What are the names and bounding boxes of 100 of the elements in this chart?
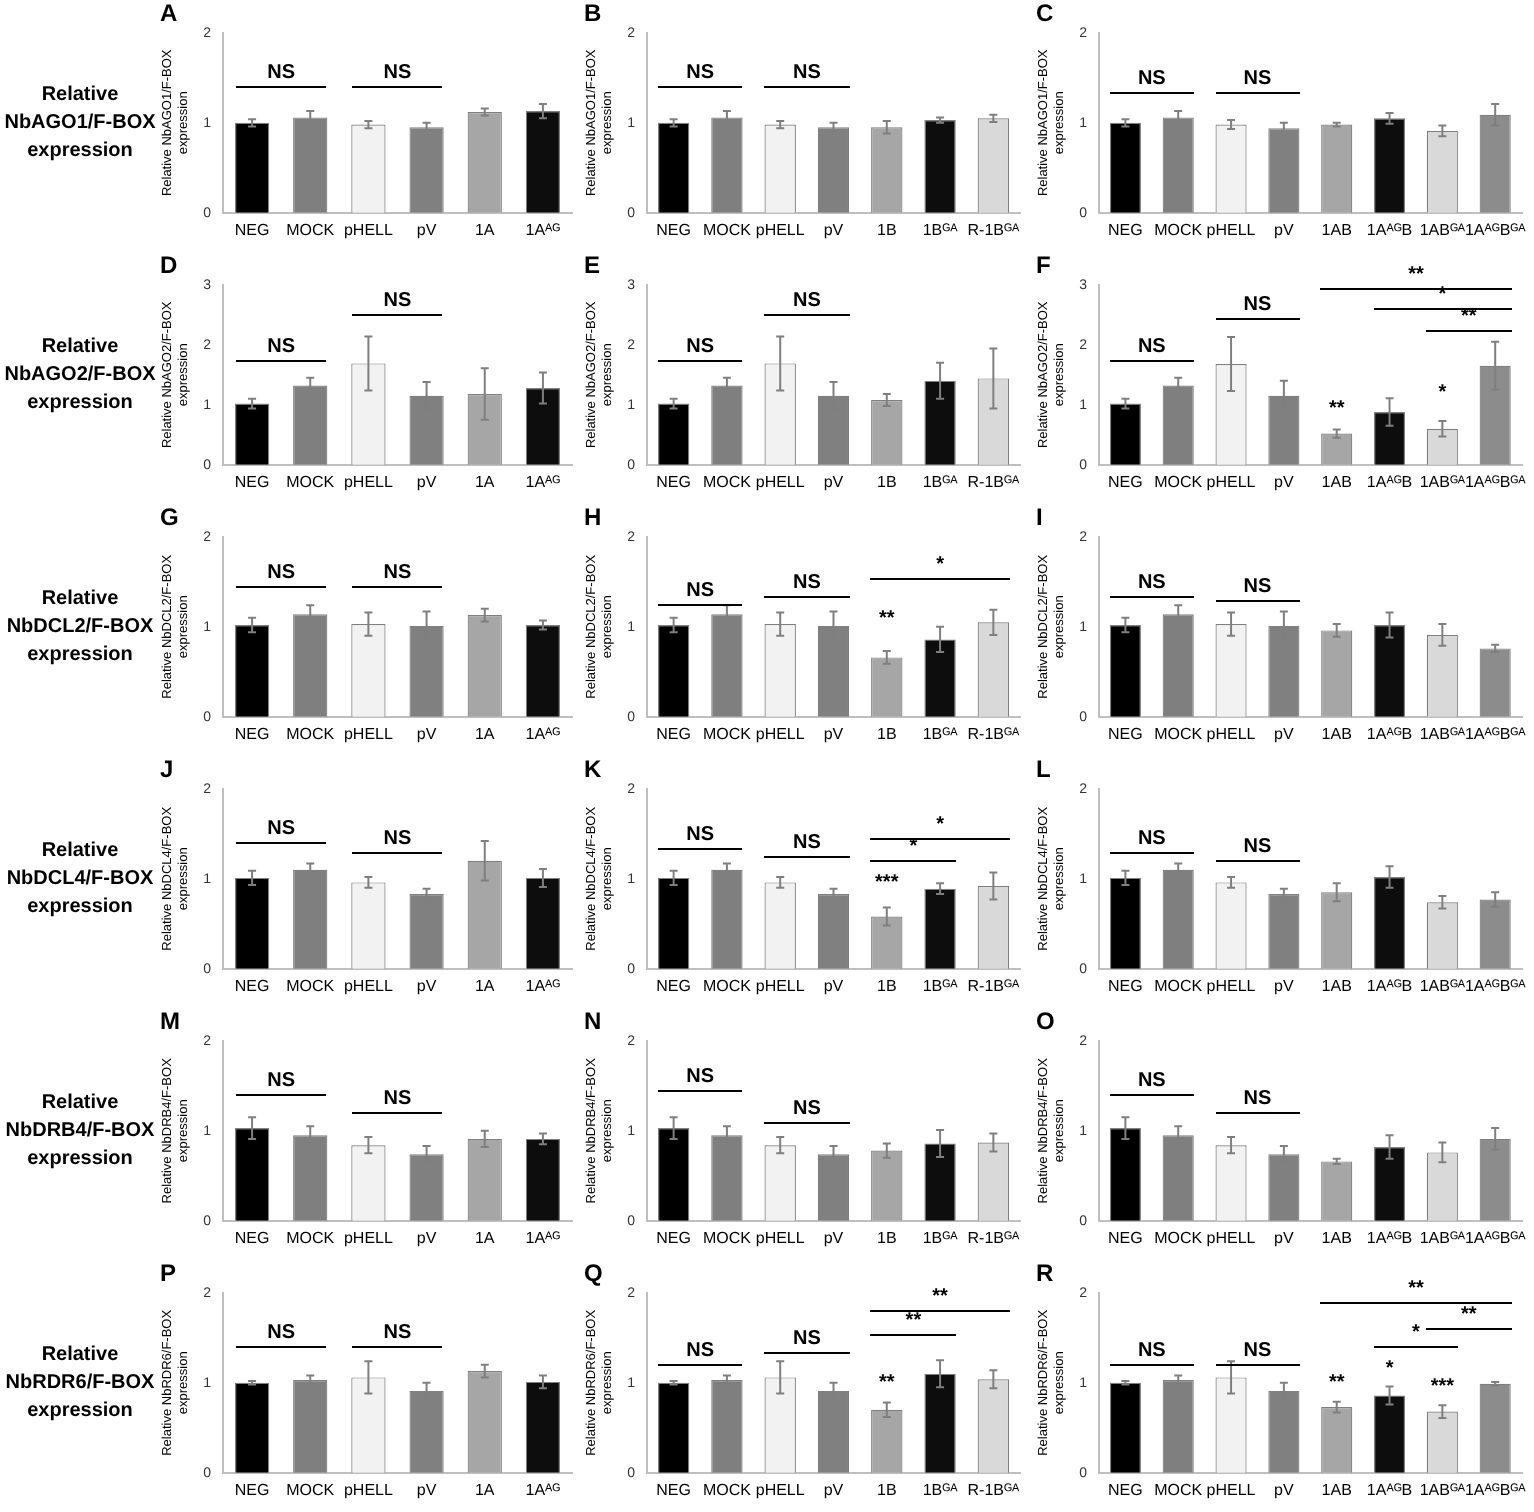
annotation: NS: [686, 1066, 715, 1089]
x-tick-label: 1AᴬᴳB: [1366, 472, 1413, 491]
x-tick-label: pHELL: [755, 1228, 806, 1247]
x-tick-label: 1A: [474, 220, 496, 239]
x-tick-label: NEG: [1108, 724, 1143, 743]
x-tick-label: R-1Bᴳᴬ: [967, 1228, 1020, 1247]
x-tick-label: 1AᴬᴳBᴳᴬ: [1464, 976, 1527, 995]
annotation: NS: [686, 335, 715, 358]
annotation: NS: [1137, 571, 1166, 594]
chart-title: K: [584, 755, 602, 784]
x-tick-label: MOCK: [1154, 976, 1204, 995]
x-tick-label: pHELL: [1206, 1480, 1257, 1499]
x-tick-label: 1Aᴬᴳ: [525, 1480, 561, 1499]
x-tick-label: MOCK: [286, 976, 336, 995]
annotation: NS: [792, 1097, 821, 1120]
annotation: **: [905, 1309, 922, 1332]
x-tick-label: 1Aᴬᴳ: [525, 976, 561, 995]
bar: [293, 117, 328, 213]
annotation: **: [1328, 397, 1345, 420]
annotation: NS: [267, 562, 296, 585]
x-tick-label: 1AᴬᴳB: [1366, 1228, 1413, 1247]
x-tick-label: 1A: [474, 1228, 496, 1247]
x-tick-label: pV: [823, 724, 845, 743]
annotation: NS: [1243, 1088, 1272, 1111]
annotation: NS: [267, 818, 296, 841]
x-tick-label: pHELL: [755, 976, 806, 995]
x-tick-label: NEG: [234, 472, 270, 491]
x-tick-label: MOCK: [702, 724, 753, 743]
chart-title: E: [584, 251, 601, 280]
x-tick-label: 1AB: [1321, 724, 1352, 743]
x-tick-label: MOCK: [286, 1480, 336, 1499]
annotation: NS: [686, 580, 715, 603]
annotation: **: [878, 607, 895, 630]
x-tick-label: MOCK: [702, 1480, 753, 1499]
x-tick-label: pV: [1274, 220, 1295, 239]
x-tick-label: 1Aᴬᴳ: [525, 220, 561, 239]
x-tick-label: pV: [823, 220, 845, 239]
annotation: **: [1408, 1277, 1424, 1300]
chart-title: Q: [584, 1259, 603, 1288]
bar: [711, 1380, 743, 1473]
x-tick-label: NEG: [1108, 1480, 1143, 1499]
annotation: NS: [1137, 67, 1166, 90]
annotation: NS: [383, 1088, 412, 1111]
x-tick-label: pV: [416, 472, 438, 491]
annotation: NS: [1243, 575, 1272, 598]
chart-title: D: [160, 251, 178, 280]
annotation: NS: [792, 571, 821, 594]
x-tick-label: NEG: [656, 1228, 691, 1247]
annotation: NS: [1137, 335, 1166, 358]
chart-title: J: [160, 755, 174, 784]
x-tick-label: pHELL: [755, 220, 806, 239]
x-tick-label: NEG: [234, 1480, 270, 1499]
annotation: NS: [1137, 1340, 1166, 1363]
x-tick-label: 1B: [876, 976, 897, 995]
x-tick-label: 1Aᴬᴳ: [525, 472, 561, 491]
chart-title: B: [584, 0, 602, 28]
x-tick-label: pV: [823, 1480, 845, 1499]
x-tick-label: pV: [1274, 472, 1295, 491]
annotation: NS: [686, 1340, 715, 1363]
x-tick-label: 1AB: [1321, 472, 1352, 491]
annotation: **: [1460, 1304, 1477, 1327]
x-tick-label: NEG: [1108, 976, 1143, 995]
x-tick-label: 1A: [474, 472, 496, 491]
x-tick-label: pV: [416, 1480, 438, 1499]
x-tick-label: 1ABᴳᴬ: [1419, 220, 1466, 239]
annotation: NS: [686, 823, 715, 846]
x-tick-label: MOCK: [1154, 1228, 1204, 1247]
annotation: NS: [792, 1327, 821, 1350]
x-tick-label: 1B: [876, 1228, 897, 1247]
x-tick-label: 1Bᴳᴬ: [922, 220, 959, 239]
annotation: NS: [1137, 827, 1166, 850]
x-tick-label: pHELL: [343, 220, 394, 239]
x-tick-label: 1B: [876, 472, 897, 491]
x-tick-label: pHELL: [343, 472, 394, 491]
x-tick-label: pHELL: [343, 1480, 394, 1499]
x-tick-label: 1AᴬᴳBᴳᴬ: [1464, 472, 1527, 491]
x-tick-label: 1Bᴳᴬ: [922, 976, 959, 995]
annotation: *: [1385, 1358, 1394, 1381]
annotation: NS: [383, 62, 412, 85]
annotation: NS: [1137, 1070, 1166, 1093]
annotation: *: [1412, 1322, 1420, 1345]
text: Relative NbRDR6/F-BOX expression: [3, 1342, 157, 1426]
annotation: **: [1408, 263, 1424, 286]
bar: [711, 869, 743, 969]
chart-title: L: [1036, 755, 1051, 784]
x-tick-label: NEG: [1108, 220, 1143, 239]
annotation: NS: [383, 562, 412, 585]
chart-title: N: [584, 1007, 602, 1036]
x-tick-label: 1ABᴳᴬ: [1419, 1228, 1466, 1247]
x-tick-label: pHELL: [343, 724, 394, 743]
x-tick-label: MOCK: [1154, 472, 1204, 491]
x-tick-label: pV: [823, 976, 845, 995]
bar: [1162, 117, 1194, 213]
x-tick-label: 1Bᴳᴬ: [922, 1480, 959, 1499]
x-tick-label: pHELL: [1206, 1228, 1257, 1247]
x-tick-label: 1AᴬᴳBᴳᴬ: [1464, 220, 1527, 239]
chart-title: A: [160, 0, 178, 28]
annotation: **: [932, 1286, 948, 1309]
bar: [711, 385, 743, 465]
x-tick-label: pV: [1274, 976, 1295, 995]
